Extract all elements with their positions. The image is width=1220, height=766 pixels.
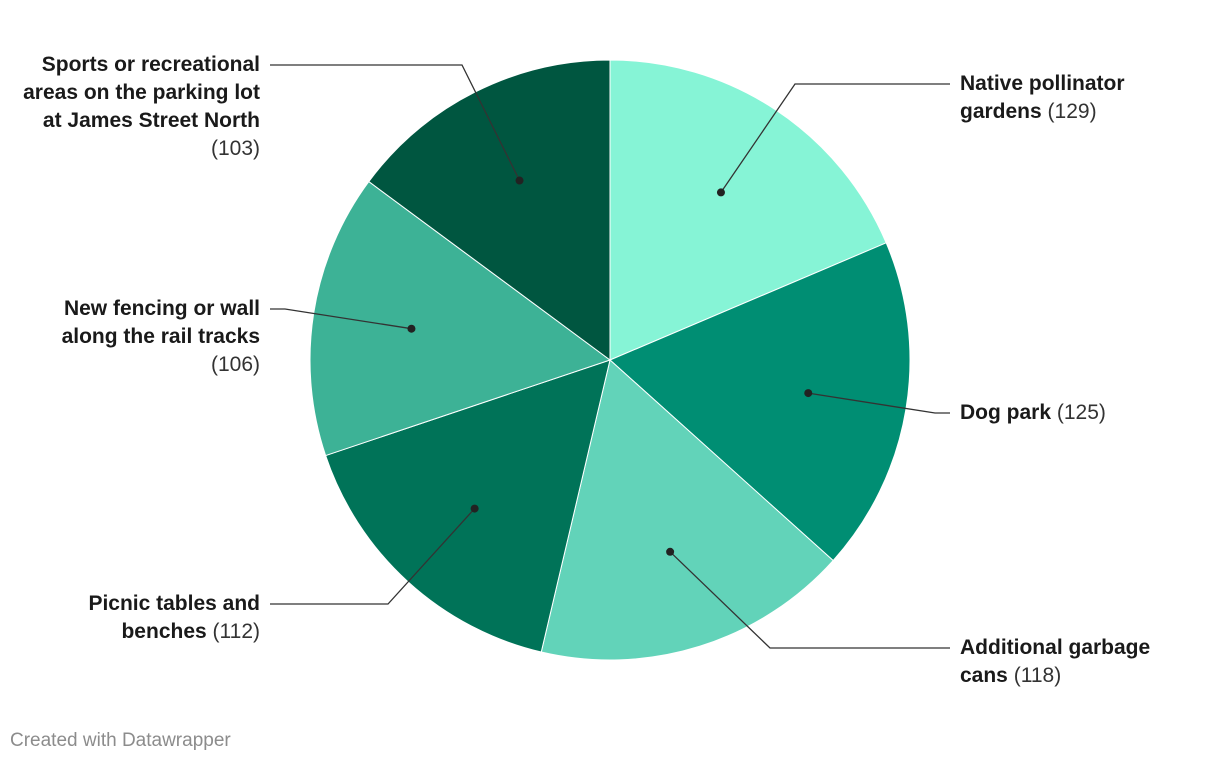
label-value: (103)	[210, 137, 260, 160]
leader-dot	[804, 389, 813, 398]
leader-dot	[666, 547, 675, 556]
label-value: (118)	[1013, 664, 1062, 687]
label-new-fencing-or-wall: New fencing or wall along the rail track…	[10, 295, 260, 379]
label-value: (129)	[1047, 100, 1097, 123]
leader-dot	[716, 188, 725, 197]
pie-slice	[609, 242, 911, 562]
pie-slice	[609, 59, 887, 361]
leader-dot	[470, 504, 479, 513]
label-sports-or-recreational-areas: Sports or recreational areas on the park…	[10, 51, 260, 163]
label-name: New fencing or wall along the rail track…	[61, 297, 260, 348]
pie-slice	[540, 359, 834, 661]
leader-line	[270, 308, 412, 330]
label-value: (106)	[210, 353, 260, 376]
label-name: Dog park	[960, 401, 1052, 424]
label-native-pollinator-gardens: Native pollinator gardens (129)	[960, 70, 1210, 126]
label-name: Additional garbage cans	[960, 636, 1151, 687]
label-name: Sports or recreational areas on the park…	[23, 53, 260, 132]
label-name: Picnic tables and benches	[88, 592, 260, 643]
label-value: (125)	[1056, 401, 1106, 424]
label-picnic-tables-and-benches: Picnic tables and benches (112)	[10, 590, 260, 646]
leader-dot	[515, 176, 524, 185]
leader-line	[270, 64, 521, 181]
leader-line	[808, 392, 950, 414]
label-name: Native pollinator gardens	[960, 72, 1125, 123]
credit-text: Created with Datawrapper	[10, 730, 231, 751]
leader-dot	[407, 324, 416, 333]
leader-line	[720, 83, 950, 193]
label-dog-park: Dog park (125)	[960, 399, 1210, 427]
leader-line	[669, 551, 950, 649]
leader-line	[270, 508, 476, 605]
label-value: (112)	[212, 620, 260, 643]
label-additional-garbage-cans: Additional garbage cans (118)	[960, 634, 1175, 690]
